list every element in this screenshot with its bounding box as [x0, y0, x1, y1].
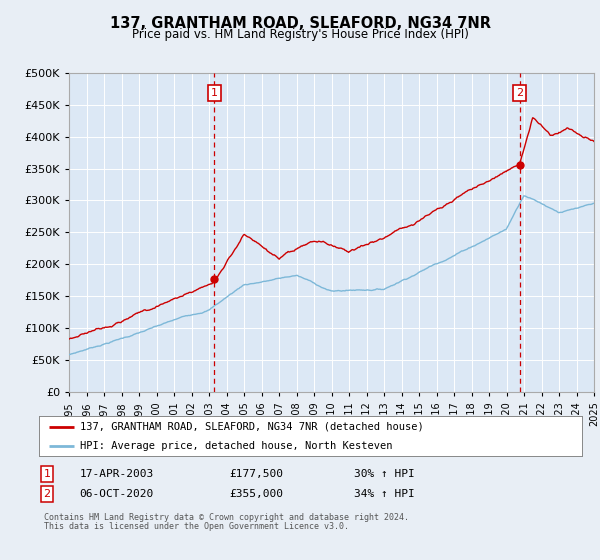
Text: 30% ↑ HPI: 30% ↑ HPI: [354, 469, 415, 479]
Text: 2: 2: [44, 489, 51, 500]
Text: £355,000: £355,000: [229, 489, 283, 500]
Text: 1: 1: [44, 469, 50, 479]
Text: 34% ↑ HPI: 34% ↑ HPI: [354, 489, 415, 500]
Text: HPI: Average price, detached house, North Kesteven: HPI: Average price, detached house, Nort…: [80, 441, 392, 450]
Text: Contains HM Land Registry data © Crown copyright and database right 2024.: Contains HM Land Registry data © Crown c…: [44, 512, 409, 521]
Text: 2: 2: [516, 88, 523, 98]
Text: This data is licensed under the Open Government Licence v3.0.: This data is licensed under the Open Gov…: [44, 522, 349, 531]
Text: 137, GRANTHAM ROAD, SLEAFORD, NG34 7NR (detached house): 137, GRANTHAM ROAD, SLEAFORD, NG34 7NR (…: [80, 422, 424, 432]
Text: 137, GRANTHAM ROAD, SLEAFORD, NG34 7NR: 137, GRANTHAM ROAD, SLEAFORD, NG34 7NR: [110, 16, 491, 31]
Text: 1: 1: [211, 88, 218, 98]
Text: £177,500: £177,500: [229, 469, 283, 479]
Text: Price paid vs. HM Land Registry's House Price Index (HPI): Price paid vs. HM Land Registry's House …: [131, 28, 469, 41]
Text: 17-APR-2003: 17-APR-2003: [80, 469, 154, 479]
Text: 06-OCT-2020: 06-OCT-2020: [80, 489, 154, 500]
